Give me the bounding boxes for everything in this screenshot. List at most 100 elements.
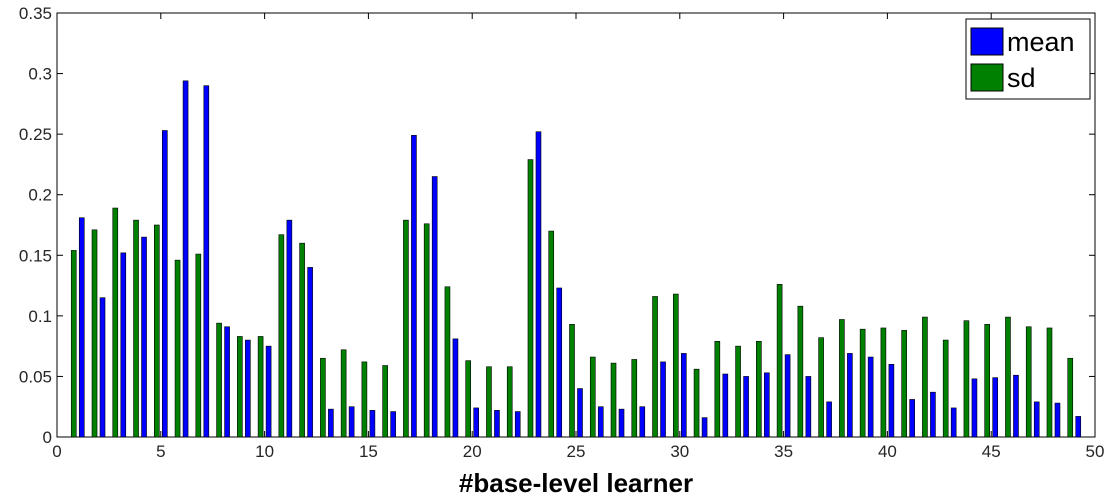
bar-mean-17 [411, 135, 417, 438]
bar-mean-4 [141, 236, 147, 438]
x-tick-label: 30 [670, 442, 689, 461]
bar-sd-33 [735, 345, 741, 438]
bar-sd-41 [901, 330, 907, 438]
bar-sd-24 [548, 230, 555, 438]
bars-group [70, 80, 1082, 438]
bar-mean-12 [307, 267, 313, 438]
bar-mean-49 [1075, 416, 1082, 438]
bar-mean-16 [390, 411, 396, 438]
bar-mean-28 [639, 406, 646, 438]
bar-mean-10 [265, 345, 272, 438]
bar-sd-45 [984, 324, 991, 438]
bar-sd-26 [589, 356, 596, 438]
bar-mean-37 [826, 401, 832, 438]
y-tick-label: 0.3 [28, 65, 52, 84]
bar-mean-19 [452, 338, 459, 438]
bar-sd-22 [506, 366, 513, 438]
bar-mean-23 [535, 131, 542, 438]
bar-mean-13 [328, 408, 334, 438]
bar-sd-32 [714, 340, 721, 438]
bar-mean-32 [722, 373, 729, 438]
bar-sd-25 [569, 324, 575, 438]
y-tick-label: 0.1 [28, 307, 52, 326]
bar-mean-43 [950, 407, 957, 438]
y-tick-label: 0.15 [19, 246, 52, 265]
y-tick-label: 0.25 [19, 125, 52, 144]
bar-sd-38 [839, 319, 845, 438]
y-tick-label: 0.05 [19, 367, 52, 386]
bar-sd-19 [444, 286, 451, 438]
legend-label-mean: mean [1007, 27, 1075, 57]
bar-sd-46 [1005, 316, 1011, 438]
bar-sd-28 [631, 359, 638, 438]
bar-sd-1 [70, 250, 77, 438]
legend: mean sd [965, 18, 1091, 100]
bar-mean-18 [431, 176, 438, 438]
bar-mean-5 [162, 130, 168, 438]
bar-mean-15 [369, 410, 376, 438]
x-tick-label: 50 [1086, 442, 1105, 461]
bar-sd-15 [361, 361, 368, 438]
bar-mean-47 [1033, 401, 1040, 438]
x-tick-label: 20 [463, 442, 482, 461]
bar-mean-9 [245, 339, 251, 438]
x-tick-label: 15 [359, 442, 378, 461]
bar-mean-33 [743, 376, 749, 438]
y-tick-label: 0.35 [19, 4, 52, 23]
bar-sd-18 [423, 223, 430, 438]
bar-mean-41 [909, 399, 915, 438]
bar-sd-48 [1046, 327, 1053, 438]
bar-sd-29 [652, 296, 658, 438]
bar-sd-9 [237, 336, 243, 438]
bar-mean-27 [618, 408, 625, 438]
bar-mean-36 [805, 376, 812, 438]
bar-mean-22 [514, 411, 521, 438]
x-tick-label: 5 [156, 442, 165, 461]
bar-mean-14 [348, 406, 355, 438]
legend-label-sd: sd [1007, 63, 1036, 93]
bar-mean-2 [99, 297, 106, 438]
x-tick-label: 40 [878, 442, 897, 461]
x-tick-label: 0 [52, 442, 61, 461]
bar-mean-6 [182, 80, 189, 438]
bar-mean-11 [286, 219, 293, 438]
bar-mean-42 [930, 391, 936, 438]
bar-sd-13 [320, 357, 326, 438]
bar-sd-17 [403, 219, 409, 438]
y-tick-label: 0 [43, 428, 52, 447]
bar-mean-20 [473, 407, 480, 438]
bar-sd-30 [672, 293, 679, 438]
bar-sd-16 [382, 365, 388, 438]
bar-sd-42 [922, 316, 928, 438]
bar-sd-44 [963, 320, 970, 438]
bar-mean-48 [1054, 402, 1061, 438]
bar-sd-4 [133, 219, 139, 438]
x-tick-label: 45 [982, 442, 1001, 461]
legend-swatch-sd [970, 63, 1004, 92]
bar-mean-21 [494, 410, 500, 438]
ticks-group: 0 5 10 15 20 25 30 35 40 45 50 0 0.05 0.1 0.15 0.2 0.25 0… [19, 4, 1105, 461]
bar-sd-49 [1067, 357, 1074, 438]
bar-mean-34 [764, 372, 770, 438]
legend-swatch-mean [970, 27, 1004, 56]
bar-mean-38 [847, 353, 853, 438]
bar-mean-24 [556, 287, 563, 438]
bar-sd-14 [340, 349, 347, 438]
bar-mean-31 [701, 417, 708, 438]
bar-sd-2 [91, 229, 98, 438]
bar-sd-5 [154, 224, 160, 438]
bar-sd-23 [527, 159, 534, 438]
bar-sd-10 [257, 336, 264, 438]
bar-mean-30 [680, 353, 687, 438]
bar-mean-35 [784, 354, 791, 438]
bar-mean-44 [971, 378, 978, 438]
bar-mean-46 [1013, 374, 1019, 438]
bar-mean-26 [597, 406, 604, 438]
bar-sd-20 [465, 360, 472, 438]
x-tick-label: 25 [567, 442, 586, 461]
bar-sd-11 [278, 234, 285, 438]
bar-mean-45 [992, 377, 999, 438]
bar-sd-39 [859, 328, 866, 438]
bar-sd-47 [1025, 326, 1032, 438]
